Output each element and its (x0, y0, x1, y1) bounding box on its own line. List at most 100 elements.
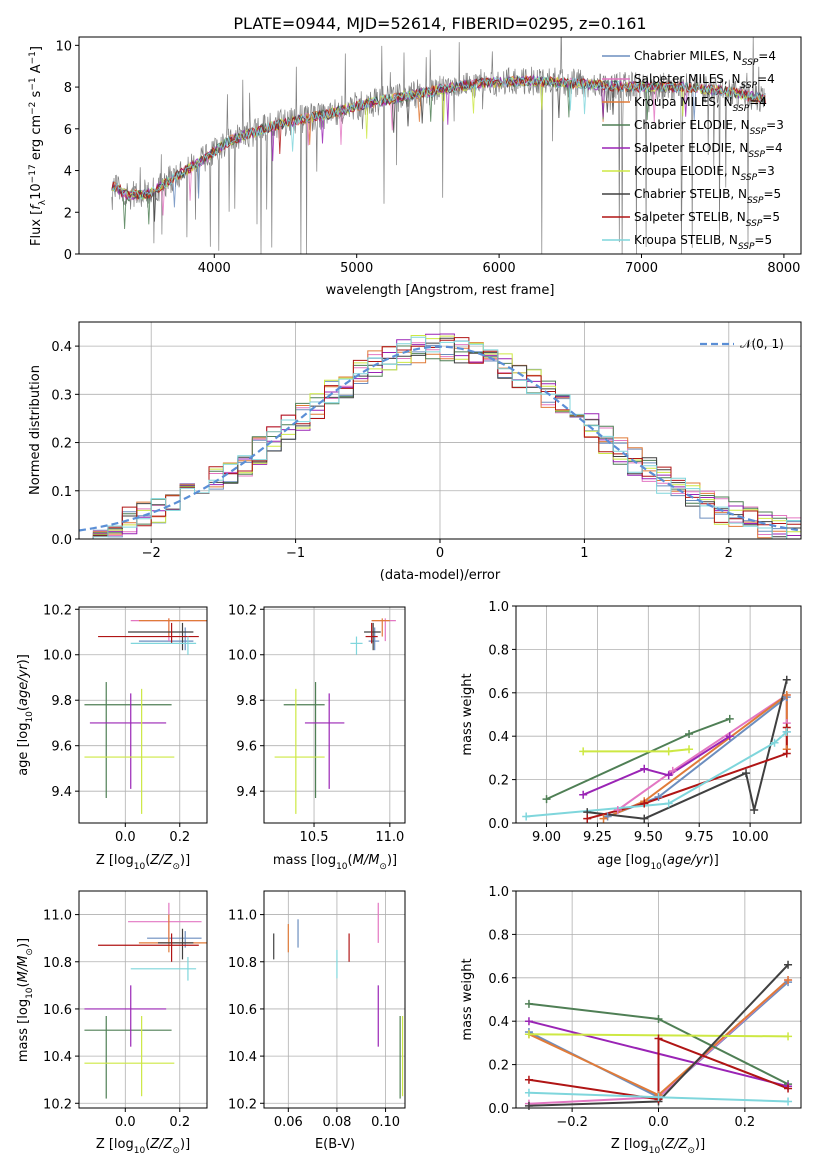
y-tick-label: 10.8 (228, 956, 257, 971)
weight-marker (782, 690, 791, 699)
weight-marker (640, 799, 649, 808)
y-tick-label: 9.8 (51, 694, 72, 709)
legend-entry: Kroupa STELIB, NSSP=5 (634, 233, 772, 252)
age-mass-panel: 10.5 11.0 9.4 9.6 9.8 10.0 10.2 (228, 603, 406, 845)
y-tick-label: 1.0 (488, 600, 509, 615)
spectrum-panel-frame (78, 36, 802, 255)
y-axis-label: Normed distribution (28, 365, 43, 495)
legend-entry: Kroupa ELODIE, NSSP=3 (634, 164, 775, 183)
weight-line (528, 1037, 789, 1101)
weight-marker (685, 745, 694, 754)
x-tick-label: 0.0 (115, 1115, 136, 1130)
y-tick-label: 0.2 (488, 774, 509, 789)
x-tick-label: −2 (142, 546, 161, 561)
weight-marker (685, 730, 694, 739)
y-tick-label: 10.2 (228, 603, 257, 618)
y-tick-label: 1.0 (488, 885, 509, 900)
y-tick-label: 10.0 (228, 649, 257, 664)
y-tick-label: 6 (64, 123, 72, 138)
residual-panel-plot-area (79, 333, 801, 539)
y-axis-label: age [log10(age/yr)] (16, 654, 35, 776)
legend-entry: Chabrier ELODIE, NSSP=3 (634, 118, 784, 137)
weight-marker (542, 795, 551, 804)
age-mass-panel-plot-area (274, 618, 396, 814)
metallicity-weight-panel: −0.2 0.0 0.2 0.0 0.2 0.4 0.6 0.8 1.0 (488, 885, 802, 1130)
x-tick-label: 0.2 (169, 830, 190, 845)
weight-marker (599, 814, 608, 823)
y-tick-label: 0.4 (488, 1015, 509, 1030)
weight-marker (750, 805, 759, 814)
weight-marker (725, 732, 734, 741)
y-axis-label: mass weight (460, 958, 475, 1040)
y-tick-label: 0.8 (488, 928, 509, 943)
mass-metallicity-panel-frame (78, 890, 208, 1109)
y-tick-label: 0.3 (51, 388, 72, 403)
y-tick-label: 0 (64, 248, 72, 263)
weight-marker (603, 812, 612, 821)
y-tick-label: 2 (64, 206, 72, 221)
weight-marker (725, 714, 734, 723)
weight-marker (524, 999, 533, 1008)
mass-ebv-panel: 0.06 0.08 0.10 10.2 10.4 10.6 10.8 11.0 (228, 890, 406, 1130)
weight-marker (640, 814, 649, 823)
weight-marker (524, 1017, 533, 1026)
y-tick-label: 10.2 (43, 1097, 72, 1112)
x-tick-label: −0.2 (556, 1115, 588, 1130)
y-tick-label: 9.4 (236, 785, 257, 800)
y-tick-label: 0.6 (488, 687, 509, 702)
weight-marker (654, 792, 663, 801)
y-tick-label: 0.2 (488, 1059, 509, 1074)
y-tick-label: 8 (64, 81, 72, 96)
weight-marker (782, 749, 791, 758)
legend-entry: Salpeter MILES, NSSP=4 (634, 72, 775, 91)
x-tick-label: 6000 (483, 261, 516, 276)
x-tick-label: 7000 (625, 261, 658, 276)
y-tick-label: 0.1 (51, 485, 72, 500)
x-tick-label: 0.06 (274, 1115, 303, 1130)
y-tick-label: 10.6 (228, 1003, 257, 1018)
legend-entry: 𝒩(0, 1) (740, 337, 784, 351)
weight-marker (784, 1097, 793, 1106)
weight-marker (524, 1075, 533, 1084)
weight-marker (613, 805, 622, 814)
age-metallicity-panel-plot-area (84, 618, 207, 814)
mass-metallicity-panel: 0.0 0.2 10.2 10.4 10.6 10.8 11.0 (43, 890, 208, 1130)
weight-marker (524, 1088, 533, 1097)
y-tick-label: 10.0 (43, 649, 72, 664)
weight-marker (654, 1034, 663, 1043)
age-weight-panel: 9.00 9.25 9.50 9.75 10.00 0.0 0.2 0.4 0.6 0.8 1.0 (488, 600, 802, 845)
x-tick-label: −1 (286, 546, 305, 561)
x-tick-label: 1 (580, 546, 588, 561)
y-tick-label: 10.2 (43, 603, 72, 618)
spectrum-panel-plot-area (111, 37, 766, 254)
mass-ebv-panel-frame (263, 890, 406, 1109)
x-axis-label: Z [log10(Z/Z⊙)] (611, 1137, 705, 1156)
y-tick-label: 0.6 (488, 972, 509, 987)
weight-line (526, 731, 788, 818)
age-metallicity-panel: 0.0 0.2 9.4 9.6 9.8 10.0 10.2 (43, 603, 208, 845)
y-axis-label: mass [log10(M/M⊙)] (16, 938, 35, 1062)
weight-marker (654, 1093, 663, 1102)
x-tick-label: 5000 (340, 261, 373, 276)
y-tick-label: 4 (64, 165, 72, 180)
weight-marker (782, 727, 791, 736)
y-tick-label: 0.4 (51, 340, 72, 355)
weight-marker (664, 771, 673, 780)
x-tick-label: 8000 (767, 261, 800, 276)
x-axis-label: Z [log10(Z/Z⊙)] (96, 853, 190, 872)
weight-marker (668, 766, 677, 775)
x-tick-label: 0.0 (648, 1115, 669, 1130)
x-tick-label: 0 (436, 546, 444, 561)
weight-marker (784, 975, 793, 984)
residual-panel: −2 −1 0 1 2 0.0 0.1 0.2 0.3 0.4 𝒩(0, 1) (51, 321, 802, 561)
y-tick-label: 0.4 (488, 730, 509, 745)
chart-title: PLATE=0944, MJD=52614, FIBERID=0295, z=0… (233, 14, 646, 33)
weight-marker (782, 675, 791, 684)
y-tick-label: 0.0 (488, 817, 509, 832)
weight-marker (770, 738, 779, 747)
x-tick-label: 9.25 (583, 830, 612, 845)
weight-marker (522, 812, 531, 821)
x-tick-label: 0.0 (115, 830, 136, 845)
x-tick-label: 4000 (198, 261, 231, 276)
x-axis-label: wavelength [Angstrom, rest frame] (326, 283, 555, 298)
